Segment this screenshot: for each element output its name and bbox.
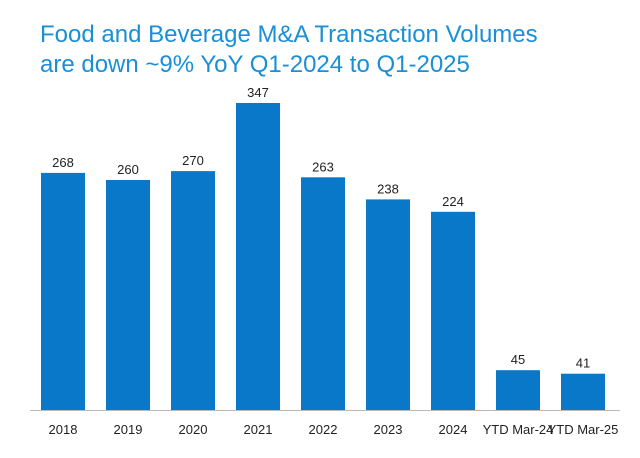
bar-2022 bbox=[301, 177, 345, 410]
category-label: 2018 bbox=[49, 422, 78, 437]
bar-2020 bbox=[171, 171, 215, 410]
bar-2018 bbox=[41, 172, 85, 410]
category-label: 2022 bbox=[309, 422, 338, 437]
data-label: 260 bbox=[117, 162, 139, 177]
category-label: YTD Mar-24 bbox=[483, 422, 554, 437]
chart-title-line-2: are down ~9% YoY Q1-2024 to Q1-2025 bbox=[40, 51, 470, 78]
data-label: 263 bbox=[312, 159, 334, 174]
data-label-group: 268 260 270 347 263 238 224 45 41 bbox=[52, 85, 590, 371]
bar-2024 bbox=[431, 211, 475, 410]
bar-2021 bbox=[236, 103, 280, 410]
category-label-group: 2018 2019 2020 2021 2022 2023 2024 YTD Mar-24YT… bbox=[49, 422, 619, 437]
data-label: 270 bbox=[182, 153, 204, 168]
data-label: 268 bbox=[52, 155, 74, 170]
bar-ytd-mar-25 bbox=[561, 373, 605, 410]
chart-title: Food and Beverage M&A Transaction Volume… bbox=[40, 20, 620, 80]
category-label: YTD Mar-25 bbox=[548, 422, 619, 437]
data-label: 238 bbox=[377, 181, 399, 196]
bar-group bbox=[41, 103, 605, 410]
category-label: 2021 bbox=[244, 422, 273, 437]
bar-2023 bbox=[366, 199, 410, 410]
bar-2019 bbox=[106, 180, 150, 410]
category-label: 2019 bbox=[114, 422, 143, 437]
data-label: 347 bbox=[247, 85, 269, 100]
data-label: 224 bbox=[442, 194, 464, 209]
category-label: 2020 bbox=[179, 422, 208, 437]
bar-ytd-mar-24 bbox=[496, 370, 540, 410]
data-label: 41 bbox=[576, 356, 590, 371]
category-label: 2024 bbox=[439, 422, 468, 437]
chart-title-line-1: Food and Beverage M&A Transaction Volume… bbox=[40, 21, 538, 48]
category-label: 2023 bbox=[374, 422, 403, 437]
data-label: 45 bbox=[511, 352, 525, 367]
